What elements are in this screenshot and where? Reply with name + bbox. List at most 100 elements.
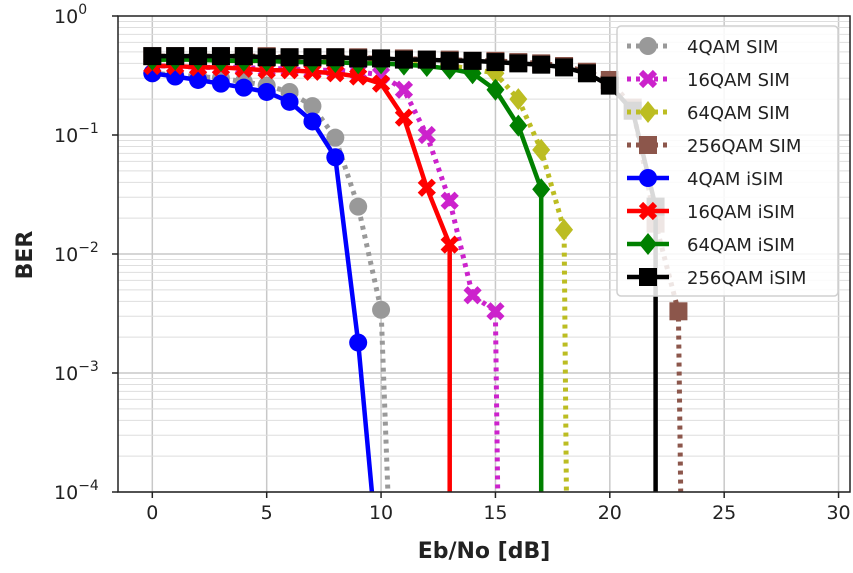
x-tick-label: 10 [369,502,393,524]
marker-square [349,49,368,68]
series-64qam-sim [143,48,574,492]
marker-x [394,80,414,99]
marker-x [371,74,391,93]
series-64qam-isim [143,48,551,492]
marker-square [669,302,688,321]
axis-ticks: 0 5 10 15 20 25 30 10−4 10−3 10−2 10−1 100 [54,2,851,524]
marker-square [394,50,413,69]
marker-square [486,53,505,72]
marker-x [326,64,345,83]
marker-x [394,108,414,127]
marker-diamond [639,101,657,123]
legend-label: 4QAM iSIM [687,169,783,190]
marker-circle [349,333,368,352]
marker-circle [372,300,391,319]
marker-circle [234,78,253,97]
series-line [152,63,452,492]
marker-square [639,136,657,154]
y-tick-label: 100 [54,2,87,28]
y-axis-label: BER [13,231,38,280]
series-256qam-sim [143,47,688,492]
marker-x [638,69,658,89]
legend-label: 64QAM iSIM [687,235,795,256]
marker-circle [303,97,322,116]
legend-label: 4QAM SIM [687,37,778,58]
legend-label: 16QAM SIM [687,70,790,91]
marker-x [417,178,436,197]
marker-x [463,286,482,305]
marker-diamond [639,233,657,255]
series-line [152,70,391,492]
y-tick-exponent: −1 [78,121,99,137]
marker-diamond [509,88,528,111]
marker-circle [639,37,657,55]
marker-x [349,67,368,86]
series-line [152,57,544,492]
series-4qam-isim [143,64,375,492]
marker-x [486,302,505,321]
marker-circle [639,169,657,187]
legend: 4QAM SIM 16QAM SIM 64QAM SIM 256QAM SIM 4QAM… [616,25,839,297]
y-tick-exponent: −3 [78,359,99,375]
marker-circle [326,128,345,147]
marker-square [600,76,619,95]
marker-circle [257,82,276,101]
marker-x [417,125,436,145]
legend-box [616,25,839,297]
marker-square [280,48,299,67]
y-tick-exponent: −2 [78,240,99,256]
marker-diamond [532,138,551,161]
y-tick-label: 10−2 [54,240,99,266]
marker-x [440,191,459,210]
x-tick-label: 5 [261,502,273,524]
marker-square [166,47,185,66]
y-tick-exponent: −4 [78,478,99,494]
marker-diamond [486,78,505,101]
marker-square [532,55,551,74]
marker-square [326,48,345,67]
marker-circle [349,197,368,216]
series-16qam-isim [143,56,459,492]
marker-square [577,64,596,83]
marker-square [257,48,276,67]
marker-square [189,47,208,66]
marker-circle [326,148,345,167]
legend-label: 64QAM SIM [687,103,790,124]
x-tick-label: 30 [826,502,850,524]
marker-square [555,58,574,77]
marker-diamond [509,114,528,137]
marker-x [440,235,459,254]
marker-square [417,50,436,69]
marker-x [638,201,658,221]
marker-square [639,268,657,286]
marker-circle [303,112,322,131]
marker-diamond [555,218,574,241]
series-line [152,63,501,492]
series-line [152,53,684,492]
marker-square [234,47,253,66]
y-tick-label: 10−1 [54,121,99,147]
marker-diamond [532,178,551,201]
marker-square [143,47,162,66]
y-tick-label: 10−4 [54,478,99,504]
marker-square [509,54,528,73]
marker-circle [280,92,299,111]
x-tick-label: 15 [483,502,507,524]
marker-circle [211,74,230,93]
marker-square [303,48,322,67]
marker-square [440,51,459,70]
y-tick-label: 10−3 [54,359,99,385]
legend-label: 256QAM SIM [687,136,801,157]
x-tick-label: 0 [146,502,158,524]
x-axis-label: Eb/No [dB] [418,539,551,564]
plot-series [143,47,688,492]
legend-label: 16QAM iSIM [687,202,795,223]
marker-square [463,51,482,70]
x-tick-label: 25 [712,502,736,524]
marker-square [372,49,391,68]
series-line [152,57,569,492]
marker-square [211,47,230,66]
x-tick-label: 20 [598,502,622,524]
